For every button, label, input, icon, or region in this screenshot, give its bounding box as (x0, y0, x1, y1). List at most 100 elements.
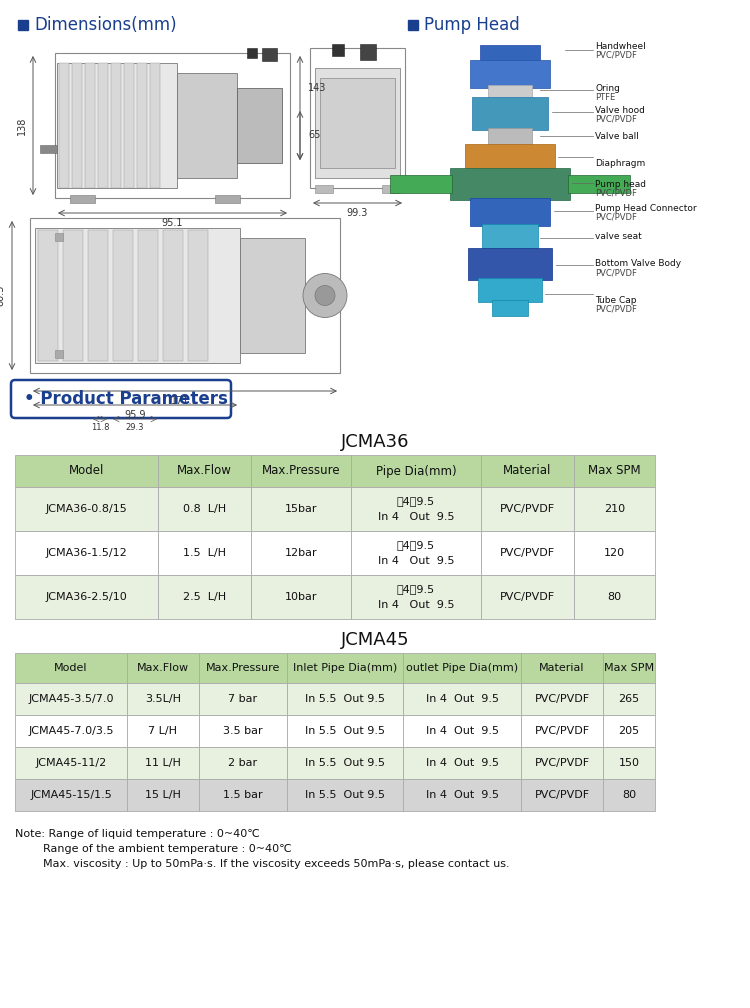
Bar (521, 683, 603, 715)
Bar (15, 487, 158, 531)
Circle shape (315, 285, 335, 305)
Text: 7 bar: 7 bar (229, 694, 257, 704)
Bar (199, 747, 287, 779)
Bar (113, 230, 133, 361)
Bar (351, 455, 481, 487)
Bar (574, 575, 655, 619)
Text: valve seat: valve seat (595, 232, 642, 241)
Bar (127, 779, 199, 811)
Text: Bottom Valve Body: Bottom Valve Body (595, 259, 681, 268)
Text: Max.Flow: Max.Flow (137, 663, 189, 673)
Bar (574, 455, 655, 487)
Bar (480, 45, 540, 62)
Text: Max.Flow: Max.Flow (177, 465, 232, 478)
Bar (315, 185, 333, 193)
Bar (262, 48, 277, 61)
Text: Model: Model (54, 663, 88, 673)
Text: 120: 120 (604, 548, 625, 558)
Bar (127, 683, 199, 715)
Text: Max.Pressure: Max.Pressure (262, 465, 340, 478)
Bar (40, 145, 57, 153)
Bar (360, 44, 376, 60)
Text: PVC/PVDF: PVC/PVDF (535, 758, 590, 768)
Text: 80: 80 (608, 592, 622, 602)
Bar (320, 78, 395, 168)
Text: 0.8  L/H: 0.8 L/H (183, 504, 226, 514)
Text: PVC/PVDF: PVC/PVDF (535, 694, 590, 704)
Bar (188, 230, 208, 361)
Bar (15, 653, 127, 683)
Text: 80.3: 80.3 (0, 285, 5, 306)
Bar (481, 575, 574, 619)
Bar (240, 238, 305, 353)
Circle shape (303, 273, 347, 318)
Text: JCMA36-2.5/10: JCMA36-2.5/10 (46, 592, 128, 602)
Bar (247, 48, 257, 58)
Bar (382, 185, 400, 193)
Text: Dimensions(mm): Dimensions(mm) (34, 16, 177, 34)
Bar (70, 195, 95, 203)
Text: PVC/PVDF: PVC/PVDF (500, 504, 555, 514)
Text: Max SPM: Max SPM (604, 663, 654, 673)
Bar (177, 73, 237, 178)
Text: • Product Parameters: • Product Parameters (24, 390, 228, 408)
Text: In 4   Out  9.5: In 4 Out 9.5 (378, 600, 454, 610)
Bar (287, 715, 403, 747)
Text: 円4外9.5: 円4外9.5 (397, 584, 435, 594)
Bar (403, 747, 521, 779)
Text: PVC/PVDF: PVC/PVDF (535, 790, 590, 800)
Text: PVC/PVDF: PVC/PVDF (595, 190, 637, 198)
Bar (521, 747, 603, 779)
Bar (390, 175, 452, 193)
Bar (98, 62, 108, 188)
Bar (158, 531, 251, 575)
Bar (574, 531, 655, 575)
Text: Max. viscosity : Up to 50mPa·s. If the viscosity exceeds 50mPa·s, please contact: Max. viscosity : Up to 50mPa·s. If the v… (15, 859, 510, 869)
Bar (481, 455, 574, 487)
Bar (199, 779, 287, 811)
Bar (55, 350, 63, 358)
Bar (568, 175, 630, 193)
Bar (59, 62, 69, 188)
Text: Pump Head Connector: Pump Head Connector (595, 204, 697, 213)
Text: In 5.5  Out 9.5: In 5.5 Out 9.5 (305, 694, 385, 704)
Text: 1.5  L/H: 1.5 L/H (183, 548, 226, 558)
Text: In 4   Out  9.5: In 4 Out 9.5 (378, 512, 454, 522)
Bar (15, 455, 158, 487)
Text: 95.9: 95.9 (124, 410, 146, 420)
Text: 15 L/H: 15 L/H (145, 790, 181, 800)
Text: 円4外9.5: 円4外9.5 (397, 496, 435, 506)
Bar (488, 85, 532, 100)
Text: PVC/PVDF: PVC/PVDF (595, 115, 637, 124)
Text: Diaphragm: Diaphragm (595, 159, 645, 168)
Text: Inlet Pipe Dia(mm): Inlet Pipe Dia(mm) (292, 663, 398, 673)
Bar (85, 62, 95, 188)
Text: 210: 210 (604, 504, 625, 514)
Bar (30, 218, 340, 373)
Bar (111, 62, 121, 188)
Bar (481, 531, 574, 575)
Bar (55, 233, 63, 241)
Text: PVC/PVDF: PVC/PVDF (500, 592, 555, 602)
Bar (287, 747, 403, 779)
Bar (55, 53, 290, 198)
Bar (158, 455, 251, 487)
Bar (15, 715, 127, 747)
Bar (237, 88, 282, 163)
Text: PVC/PVDF: PVC/PVDF (595, 51, 637, 60)
Text: 11.8: 11.8 (91, 423, 110, 432)
Text: JCMA36: JCMA36 (340, 433, 410, 451)
Bar (127, 653, 199, 683)
Bar (158, 487, 251, 531)
Bar (403, 653, 521, 683)
Bar (351, 531, 481, 575)
Bar (199, 683, 287, 715)
Text: 150: 150 (619, 758, 640, 768)
Text: PTFE: PTFE (595, 93, 615, 102)
Bar (251, 455, 351, 487)
Bar (403, 779, 521, 811)
Text: 円4外9.5: 円4外9.5 (397, 540, 435, 550)
Bar (482, 224, 538, 250)
Bar (332, 44, 344, 56)
Text: Max SPM: Max SPM (588, 465, 640, 478)
